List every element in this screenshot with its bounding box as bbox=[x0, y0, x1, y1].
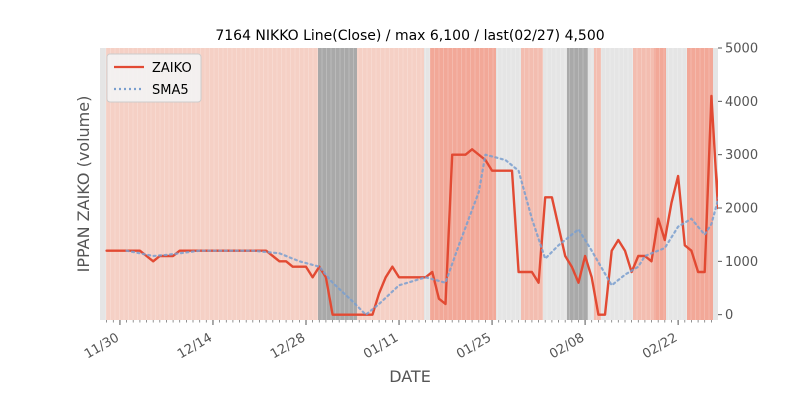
x-axis-title: DATE bbox=[389, 367, 431, 386]
series-line-sma5 bbox=[125, 153, 718, 316]
background-band bbox=[521, 48, 543, 320]
y-tick-label: 5000 bbox=[725, 42, 758, 57]
y-tick-label: 4000 bbox=[725, 95, 758, 110]
y-tick-label: 0 bbox=[725, 308, 733, 323]
legend-label-sma5: SMA5 bbox=[152, 83, 189, 98]
x-tick-label: 12/14 bbox=[175, 330, 215, 362]
x-tick-label: 11/30 bbox=[82, 330, 122, 362]
x-axis: 11/30 12/14 12/28 01/11 01/25 02/08 02/22 bbox=[82, 320, 712, 362]
chart-title: 7164 NIKKO Line(Close) / max 6,100 / las… bbox=[215, 28, 604, 44]
y-axis: 0 1000 2000 3000 4000 5000 bbox=[718, 42, 758, 323]
background-band bbox=[567, 48, 588, 320]
x-tick-label: 12/28 bbox=[268, 330, 308, 362]
background-band bbox=[594, 48, 601, 320]
y-tick-label: 2000 bbox=[725, 202, 758, 217]
x-tick-label: 01/25 bbox=[454, 330, 494, 362]
series-lines bbox=[105, 94, 718, 316]
background-band bbox=[430, 48, 496, 320]
legend-label-zaiko: ZAIKO bbox=[152, 61, 192, 76]
background-band bbox=[318, 48, 357, 320]
x-tick-label: 01/11 bbox=[361, 330, 401, 362]
y-tick-label: 3000 bbox=[725, 148, 758, 163]
x-tick-label: 02/22 bbox=[640, 330, 680, 362]
background-band bbox=[357, 48, 424, 320]
legend: ZAIKO SMA5 bbox=[106, 53, 202, 103]
y-axis-title: IPPAN ZAIKO (volume) bbox=[74, 96, 93, 273]
x-tick-label: 02/08 bbox=[547, 330, 587, 362]
y-tick-label: 1000 bbox=[725, 255, 758, 270]
